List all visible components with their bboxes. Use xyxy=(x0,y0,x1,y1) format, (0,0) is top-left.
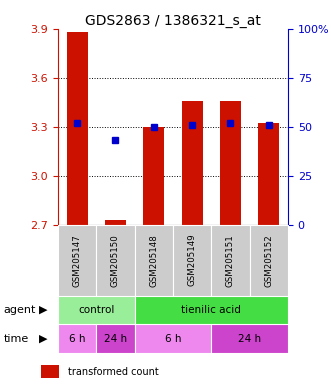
Bar xyxy=(220,101,241,225)
Text: agent: agent xyxy=(3,305,36,315)
Bar xyxy=(41,365,59,378)
Bar xyxy=(58,225,96,296)
Text: GSM205149: GSM205149 xyxy=(188,234,197,286)
Text: control: control xyxy=(78,305,115,315)
Text: GSM205151: GSM205151 xyxy=(226,234,235,286)
Text: time: time xyxy=(3,334,28,344)
Title: GDS2863 / 1386321_s_at: GDS2863 / 1386321_s_at xyxy=(85,14,261,28)
Bar xyxy=(96,225,135,296)
Bar xyxy=(58,324,96,353)
Bar xyxy=(211,225,250,296)
Text: tienilic acid: tienilic acid xyxy=(181,305,241,315)
Text: GSM205150: GSM205150 xyxy=(111,234,120,286)
Bar xyxy=(135,324,211,353)
Bar xyxy=(135,225,173,296)
Bar xyxy=(58,296,135,324)
Bar xyxy=(250,225,288,296)
Bar xyxy=(182,101,203,225)
Bar xyxy=(258,123,279,225)
Bar xyxy=(67,32,88,225)
Bar xyxy=(96,324,135,353)
Text: ▶: ▶ xyxy=(39,334,47,344)
Text: GSM205147: GSM205147 xyxy=(72,234,82,286)
Bar xyxy=(211,324,288,353)
Bar xyxy=(135,296,288,324)
Text: transformed count: transformed count xyxy=(68,367,159,377)
Text: 6 h: 6 h xyxy=(69,334,85,344)
Text: GSM205152: GSM205152 xyxy=(264,234,273,286)
Text: 6 h: 6 h xyxy=(165,334,181,344)
Text: 24 h: 24 h xyxy=(104,334,127,344)
Bar xyxy=(105,220,126,225)
Text: ▶: ▶ xyxy=(39,305,47,315)
Bar xyxy=(173,225,211,296)
Text: GSM205148: GSM205148 xyxy=(149,234,158,286)
Bar xyxy=(143,127,164,225)
Text: 24 h: 24 h xyxy=(238,334,261,344)
